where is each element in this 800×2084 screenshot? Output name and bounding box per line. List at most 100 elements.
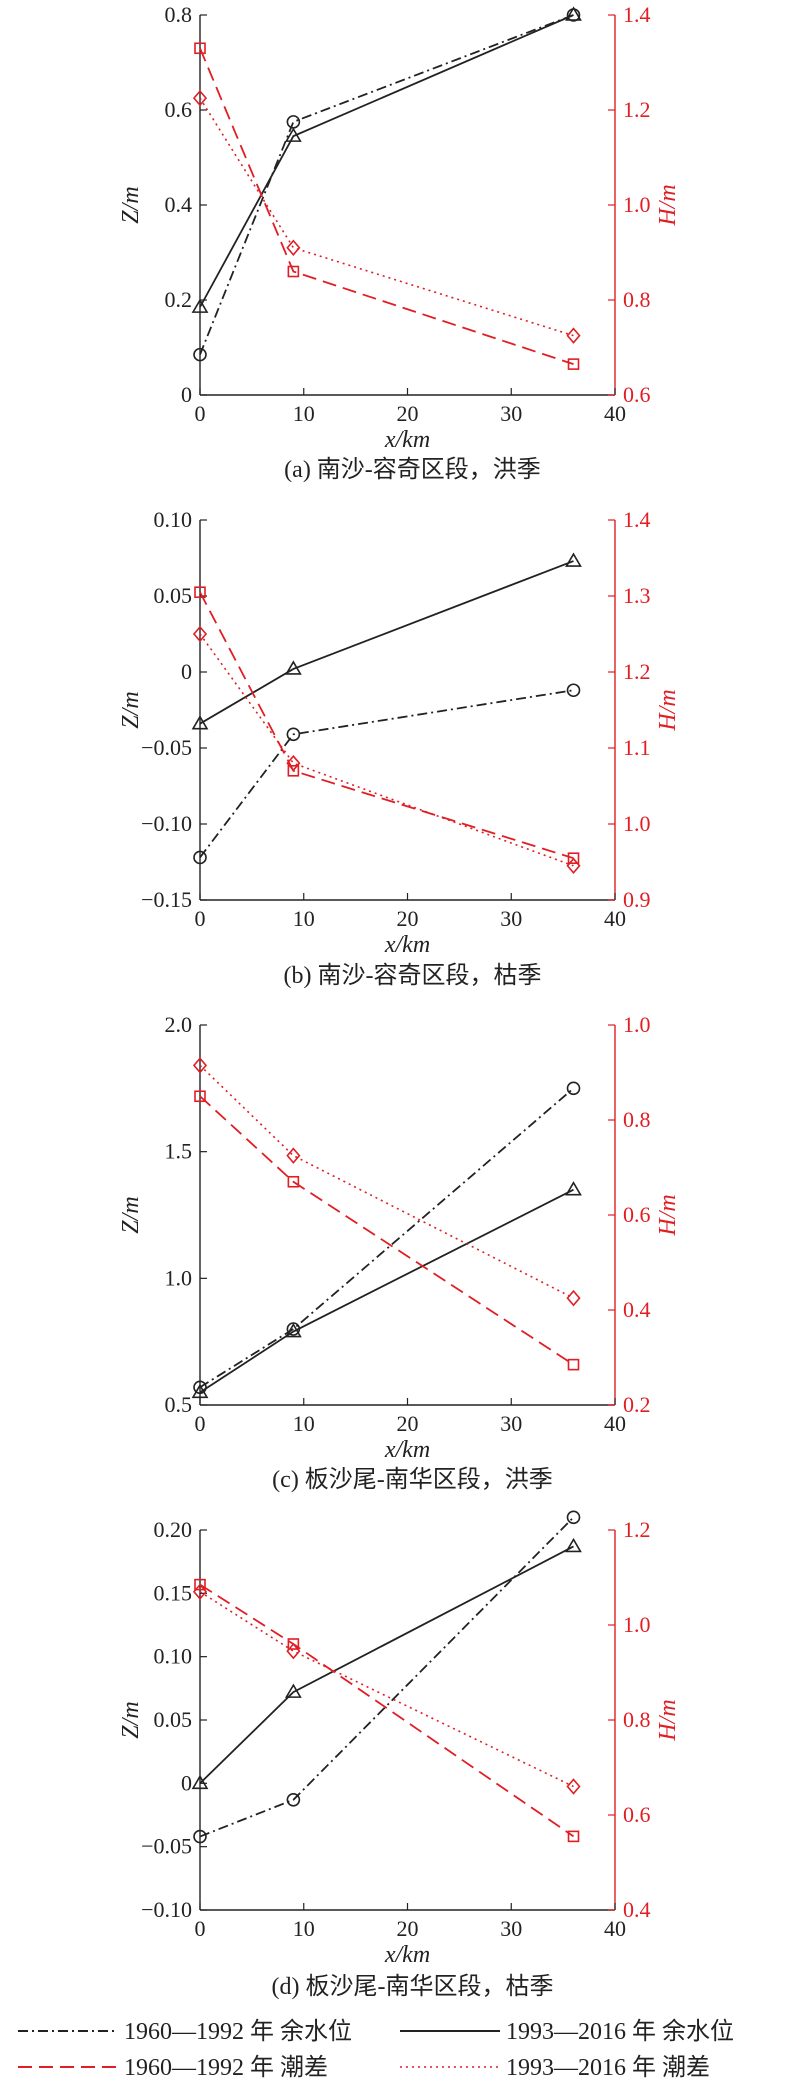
- series-line-solid: [199, 560, 574, 725]
- x-axis-label: x/km: [384, 1942, 430, 1968]
- y-left-tick-label: 0.2: [165, 287, 193, 312]
- series-line-solid: [199, 1188, 574, 1394]
- y-left-tick-label: 0.05: [154, 1707, 193, 1732]
- data-point-diamond: [286, 239, 301, 256]
- series-line-dotted: [199, 633, 574, 867]
- y-right-tick-label: 0.4: [623, 1897, 651, 1922]
- y-right-tick-label: 0.8: [623, 1707, 651, 1732]
- data-point-diamond: [286, 1642, 301, 1660]
- y-right-axis-label: H/m: [655, 184, 681, 226]
- y-left-tick-label: 0: [181, 659, 192, 684]
- data-point-triangle: [191, 1774, 209, 1790]
- y-left-tick-label: 0.05: [154, 583, 193, 608]
- legend-label: 1993—2016 年 余水位: [506, 2018, 734, 2045]
- data-point-triangle: [565, 1181, 582, 1196]
- series-line-dashdot: [199, 14, 574, 355]
- series-line-dashed: [199, 1583, 575, 1838]
- data-point-square: [567, 358, 580, 370]
- y-left-tick-label: 0: [181, 382, 192, 407]
- x-tick-label: 30: [500, 1411, 522, 1436]
- data-point-circle: [193, 347, 207, 362]
- series-line-dotted: [199, 1591, 574, 1788]
- series-line-dashed: [199, 1095, 574, 1366]
- series-line-solid: [199, 1545, 574, 1784]
- series-line-dashdot: [199, 1087, 575, 1389]
- legend-label: 1960—1992 年 余水位: [124, 2018, 352, 2045]
- panel-caption: (b) 南沙-容奇区段，枯季: [284, 962, 542, 989]
- data-point-diamond: [566, 1778, 581, 1795]
- x-tick-label: 30: [500, 906, 522, 931]
- y-right-tick-label: 0.9: [623, 887, 651, 912]
- y-right-axis-label: H/m: [655, 1194, 681, 1236]
- y-right-tick-label: 0.6: [623, 1802, 651, 1827]
- x-tick-label: 10: [293, 401, 315, 426]
- y-left-tick-label: −0.10: [141, 811, 192, 836]
- panel-caption: (a) 南沙-容奇区段，洪季: [284, 456, 541, 483]
- y-right-tick-label: 0.6: [623, 382, 651, 407]
- legend: 1960—1992 年 余水位 1993—2016 年 余水位 1960—1992 …: [18, 2018, 734, 2081]
- series-line-dashdot: [199, 689, 574, 858]
- y-left-tick-label: 0.20: [154, 1517, 193, 1542]
- y-right-axis-label: H/m: [655, 689, 681, 731]
- x-tick-label: 40: [604, 906, 626, 931]
- panel-caption: (d) 板沙尾-南华区段，枯季: [272, 1973, 554, 2000]
- y-left-tick-label: −0.05: [141, 735, 192, 760]
- chart-panel-c: 0 10 20 30 40 0.5 1.0 1.5 2.0 0.2 0.4 0.6 0.8 1.0 Z/m H…: [118, 1012, 681, 1493]
- y-left-tick-label: −0.15: [141, 887, 192, 912]
- y-left-tick-label: 0: [181, 1770, 192, 1795]
- y-right-tick-label: 1.0: [623, 811, 651, 836]
- y-right-tick-label: 0.8: [623, 1107, 651, 1132]
- x-tick-label: 0: [195, 1411, 206, 1436]
- y-right-tick-label: 1.0: [623, 1012, 651, 1037]
- y-right-tick-label: 1.0: [623, 192, 651, 217]
- data-point-square: [287, 265, 300, 278]
- y-right-tick-label: 1.0: [623, 1612, 651, 1637]
- x-tick-label: 30: [500, 1916, 522, 1941]
- data-point-square: [287, 1638, 300, 1650]
- data-point-triangle: [284, 1683, 302, 1698]
- data-point-diamond: [286, 754, 301, 772]
- x-axis-label: x/km: [384, 427, 430, 453]
- y-right-tick-label: 0.2: [623, 1392, 651, 1417]
- x-tick-label: 0: [195, 906, 206, 931]
- y-left-tick-label: 1.5: [165, 1139, 193, 1164]
- y-left-tick-label: 2.0: [165, 1012, 193, 1037]
- y-left-tick-label: 0.10: [154, 507, 193, 532]
- x-tick-label: 40: [604, 401, 626, 426]
- data-point-circle: [566, 1081, 581, 1096]
- y-left-tick-label: −0.05: [141, 1834, 192, 1859]
- data-point-square: [194, 1090, 206, 1103]
- series-line-dashdot: [199, 1516, 575, 1838]
- x-tick-label: 0: [195, 401, 206, 426]
- y-left-axis-label: Z/m: [118, 1701, 144, 1738]
- y-left-axis-label: Z/m: [118, 186, 144, 223]
- data-point-square: [567, 1830, 580, 1843]
- data-point-triangle: [284, 660, 302, 675]
- y-left-tick-label: 0.15: [154, 1580, 193, 1605]
- data-point-diamond: [566, 857, 581, 875]
- y-right-tick-label: 0.6: [623, 1202, 651, 1227]
- data-point-diamond: [192, 1057, 208, 1074]
- x-tick-label: 40: [604, 1916, 626, 1941]
- chart-panel-d: 0 10 20 30 40 −0.10 −0.05 0 0.05 0.10 0.15 0.20 0.4 0…: [118, 1510, 681, 2000]
- data-point-triangle: [191, 298, 209, 313]
- data-point-circle: [193, 1380, 207, 1395]
- legend-label: 1960—1992 年 潮差: [124, 2054, 328, 2081]
- x-axis-label: x/km: [384, 1437, 430, 1463]
- data-point-triangle: [565, 6, 582, 21]
- data-point-triangle: [284, 1322, 302, 1338]
- y-left-tick-label: 0.8: [165, 2, 193, 27]
- y-left-axis-label: Z/m: [118, 1196, 144, 1233]
- data-point-triangle: [191, 715, 209, 730]
- data-point-square: [567, 852, 580, 865]
- chart-panel-b: 0 10 20 30 40 −0.15 −0.10 −0.05 0 0.05 0.10 0.9 1.0 1…: [118, 507, 681, 989]
- data-point-square: [287, 1175, 300, 1188]
- x-tick-label: 20: [397, 1916, 419, 1941]
- x-tick-label: 20: [397, 906, 419, 931]
- data-point-diamond: [192, 625, 208, 643]
- y-right-tick-label: 1.2: [623, 659, 651, 684]
- series-line-dotted: [199, 97, 574, 337]
- data-point-diamond: [192, 89, 208, 107]
- y-right-tick-label: 0.8: [623, 287, 651, 312]
- data-point-square: [194, 1578, 206, 1591]
